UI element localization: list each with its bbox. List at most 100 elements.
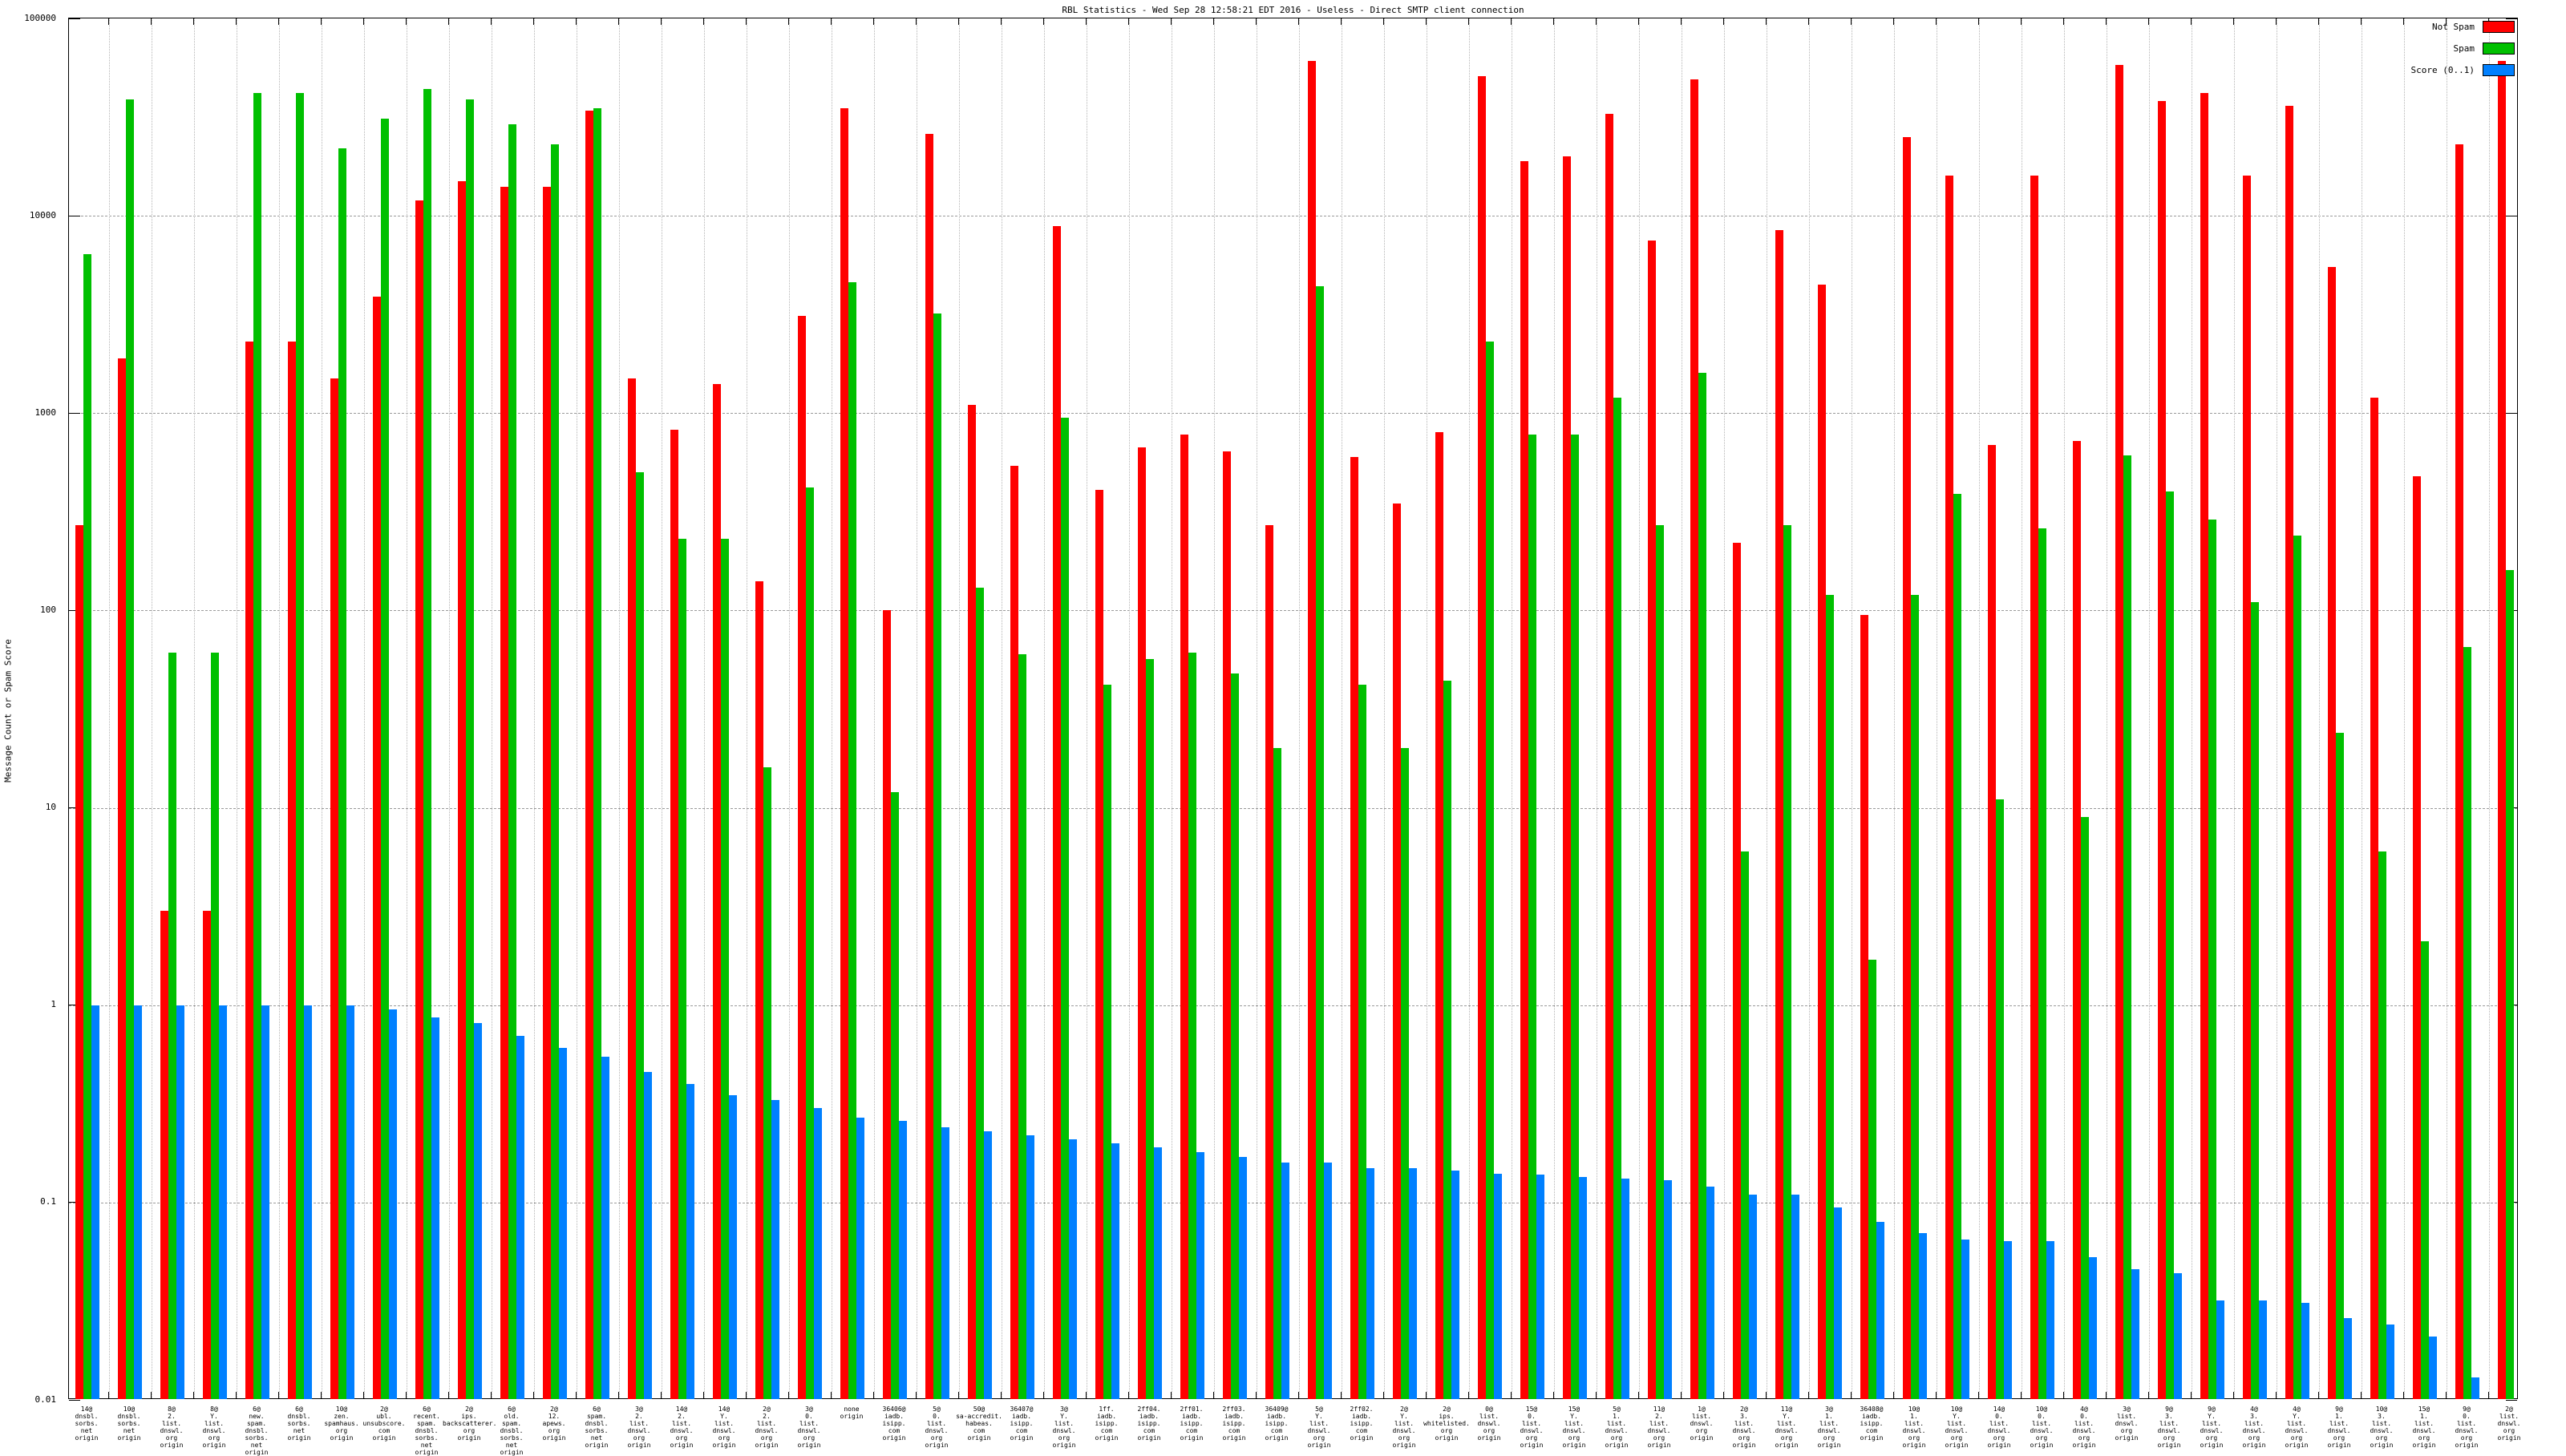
bar-score bbox=[2131, 1268, 2139, 1399]
legend-item-score: Score (0..1) bbox=[2411, 63, 2515, 76]
bar-score bbox=[2004, 1240, 2012, 1399]
x-category-label-line: 2. bbox=[678, 1413, 686, 1420]
bar-score bbox=[431, 1017, 439, 1399]
x-category-label-line: 8@ bbox=[210, 1405, 218, 1413]
x-category-label-line: spam. bbox=[501, 1420, 522, 1427]
x-category-label: 36408@ iadb. isipp. com origin bbox=[1845, 1405, 1898, 1442]
bar-not-spam bbox=[415, 200, 423, 1399]
bar-not-spam bbox=[1860, 614, 1868, 1399]
x-tick bbox=[2233, 1392, 2234, 1398]
x-tick bbox=[618, 18, 619, 25]
x-category-label-line: org bbox=[548, 1427, 561, 1434]
x-category-label-line: sa-accredit. bbox=[956, 1413, 1002, 1420]
x-category-label-line: 0. bbox=[933, 1413, 941, 1420]
x-tick bbox=[576, 18, 577, 25]
x-tick bbox=[363, 1392, 364, 1398]
x-category-label-line: list. bbox=[2159, 1420, 2179, 1427]
x-category-label-line: Y. bbox=[1060, 1413, 1068, 1420]
y-tick-label: 10000 bbox=[29, 209, 56, 220]
bar-not-spam bbox=[1095, 489, 1103, 1399]
x-category-label-line: 9@ bbox=[2165, 1405, 2173, 1413]
bar-not-spam bbox=[1945, 175, 1953, 1399]
x-category-label-line: origin bbox=[542, 1434, 566, 1442]
x-category-label-line: dnswl. bbox=[2285, 1427, 2309, 1434]
x-tick bbox=[2361, 1392, 2362, 1398]
bar-spam bbox=[423, 88, 431, 1399]
bar-not-spam bbox=[840, 108, 848, 1399]
x-category-label-line: 5@ bbox=[933, 1405, 941, 1413]
x-category-label-line: com bbox=[888, 1427, 901, 1434]
x-tick bbox=[363, 18, 364, 25]
x-category-label-line: dnswl. bbox=[1775, 1427, 1799, 1434]
x-tick bbox=[618, 1392, 619, 1398]
x-tick bbox=[1001, 18, 1002, 25]
x-category-label-line: dnswl. bbox=[1987, 1427, 2011, 1434]
x-category-label-line: sorbs. bbox=[245, 1434, 269, 1442]
x-category-label-line: org bbox=[760, 1434, 773, 1442]
bar-score bbox=[814, 1108, 822, 1399]
x-tick bbox=[1596, 18, 1597, 25]
bar-score bbox=[2089, 1256, 2097, 1399]
bar-not-spam bbox=[1690, 79, 1698, 1399]
x-category-label: 2ff02. iadb. isipp. com origin bbox=[1335, 1405, 1388, 1442]
x-tick bbox=[1383, 18, 1384, 25]
x-category-label-line: list. bbox=[1691, 1413, 1712, 1420]
x-category-label-line: spamhaus. bbox=[324, 1420, 359, 1427]
x-tick bbox=[1341, 18, 1342, 25]
x-category-label-line: dnsbl. bbox=[75, 1413, 99, 1420]
bar-not-spam bbox=[2455, 144, 2463, 1399]
x-category-label-line: origin bbox=[287, 1434, 311, 1442]
bar-spam bbox=[1061, 417, 1069, 1399]
bar-spam bbox=[1698, 373, 1706, 1399]
x-category-label-line: Y. bbox=[1400, 1413, 1408, 1420]
bar-score bbox=[1111, 1143, 1119, 1399]
x-category-label-line: list. bbox=[799, 1420, 820, 1427]
x-category-label-line: org bbox=[463, 1427, 476, 1434]
x-category-label-line: list. bbox=[1606, 1420, 1627, 1427]
bar-spam bbox=[508, 124, 516, 1399]
x-category-label-line: dnswl. bbox=[2497, 1420, 2521, 1427]
bar-spam bbox=[1231, 673, 1239, 1399]
bar-spam bbox=[381, 119, 389, 1399]
x-gridline bbox=[2318, 18, 2320, 1398]
x-category-label-line: list. bbox=[2414, 1420, 2434, 1427]
x-category-label-line: list. bbox=[2286, 1420, 2307, 1427]
bar-spam bbox=[678, 539, 686, 1399]
bar-spam bbox=[211, 653, 219, 1399]
x-category-label-line: list. bbox=[756, 1420, 777, 1427]
x-tick bbox=[1171, 1392, 1172, 1398]
x-category-label-line: list. bbox=[1776, 1420, 1797, 1427]
bar-not-spam bbox=[2158, 101, 2166, 1399]
x-category-label: 10@ dnsbl. sorbs. net origin bbox=[103, 1405, 156, 1442]
bar-not-spam bbox=[925, 134, 933, 1399]
x-category-label-line: origin bbox=[882, 1434, 906, 1442]
x-category-label-line: org bbox=[675, 1434, 688, 1442]
x-tick bbox=[1978, 1392, 1979, 1398]
x-category-label-line: spam. bbox=[246, 1420, 267, 1427]
bar-score bbox=[1664, 1179, 1672, 1399]
x-category-label-line: dnswl. bbox=[1477, 1420, 1501, 1427]
bar-not-spam bbox=[883, 610, 891, 1399]
x-category-label-line: org bbox=[2333, 1434, 2345, 1442]
x-category-label-line: iadb. bbox=[1139, 1413, 1160, 1420]
x-category-label-line: 36406@ bbox=[882, 1405, 906, 1413]
bar-spam bbox=[2378, 851, 2386, 1399]
x-category-label-line: dnswl. bbox=[2157, 1427, 2181, 1434]
bar-not-spam bbox=[1265, 525, 1273, 1399]
x-category-label-line: 3. bbox=[2250, 1413, 2258, 1420]
x-category-label-line: 14@ bbox=[718, 1405, 731, 1413]
bar-score bbox=[1069, 1139, 1077, 1399]
x-category-label-line: 10@ bbox=[123, 1405, 136, 1413]
x-tick bbox=[2488, 1392, 2489, 1398]
x-category-label-line: org bbox=[2460, 1434, 2473, 1442]
x-tick bbox=[958, 1392, 959, 1398]
x-tick bbox=[1851, 1392, 1852, 1398]
x-category-label-line: org bbox=[2418, 1434, 2430, 1442]
y-tick-label: 0.01 bbox=[34, 1393, 57, 1405]
x-tick bbox=[491, 18, 492, 25]
x-category-label-line: 0@ bbox=[1485, 1405, 1493, 1413]
x-category-label-line: org bbox=[2078, 1434, 2090, 1442]
x-category-label-line: org bbox=[930, 1434, 943, 1442]
bar-spam bbox=[1953, 493, 1961, 1399]
x-category-label-line: org bbox=[1058, 1434, 1071, 1442]
